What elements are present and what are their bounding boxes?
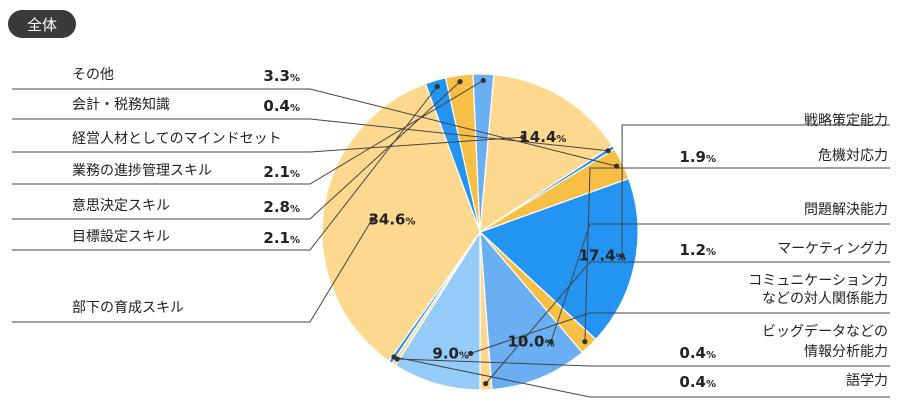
slice-percent-label: 17.4% [579, 247, 626, 265]
slice-category-label: 意思決定スキル [72, 197, 170, 214]
leader-dot [520, 134, 526, 140]
slice-percent-label: 1.2% [679, 241, 716, 259]
leader-line [470, 312, 890, 354]
percent-unit: % [706, 379, 716, 390]
slice-percent-label: 1.9% [679, 148, 716, 166]
slice-percent-label: 0.4% [263, 97, 300, 115]
percent-unit: % [459, 350, 469, 361]
slice-percent-label: 2.1% [263, 163, 300, 181]
slice-percent-label: 0.4% [679, 373, 716, 391]
leader-line [12, 88, 617, 167]
leader-line [393, 356, 890, 398]
slice-percent-label: 34.6% [368, 211, 415, 229]
leader-dot [582, 339, 588, 345]
leader-dot [619, 253, 625, 259]
slice-category-label: 経営人材としてのマインドセット [72, 131, 282, 147]
slice-category-label: 目標設定スキル [72, 229, 170, 245]
leader-line [12, 219, 373, 323]
leader-line [12, 79, 484, 185]
leader-line [584, 167, 890, 342]
pie-slice [394, 229, 481, 391]
percent-unit: % [544, 339, 554, 350]
leader-line [621, 124, 890, 256]
leader-line [12, 118, 609, 152]
slice-labels: 17.4% 戦略策定能力 1.9% 危機対応力 10.0% 問題解決能力 1.2% マーケティ… [72, 67, 888, 391]
leader-line [12, 81, 461, 220]
leader-dot [434, 83, 440, 90]
pie-slice [478, 177, 639, 341]
leader-dot [548, 339, 554, 345]
slice-percent-label: 2.1% [263, 229, 300, 247]
percent-unit: % [290, 73, 300, 84]
chart-title: 全体 [27, 16, 57, 34]
leader-dot [391, 354, 397, 360]
slice-category-label: マーケティング力 [777, 241, 888, 257]
title-badge: 全体 [8, 10, 76, 38]
percent-unit: % [290, 103, 300, 114]
title-badge-background [8, 10, 76, 38]
pie-slice [479, 73, 614, 234]
slice-category-label: 問題解決能力 [804, 202, 888, 218]
slice-category-label: 危機対応力 [818, 148, 888, 164]
percent-unit: % [290, 235, 300, 246]
slice-category-label: 語学力 [846, 373, 888, 389]
slice-percent-label: 2.8% [263, 198, 300, 216]
slice-category-label: その他 [72, 67, 114, 83]
leader-dot [483, 381, 489, 387]
slice-category-label: 業務の進捗管理スキル [72, 163, 212, 179]
pie-slice [479, 230, 584, 391]
leader-dot [480, 77, 486, 83]
percent-unit: % [290, 169, 300, 180]
slice-category-label: 戦略策定能力 [804, 112, 888, 129]
slice-category-label: 部下の育成スキル [72, 300, 184, 316]
percent-unit: % [706, 350, 716, 361]
slice-percent-label: 0.4% [679, 344, 716, 362]
leader-line [550, 223, 890, 342]
leader-line [397, 358, 890, 367]
pie-slices [321, 73, 639, 391]
slice-percent-label: 10.0% [507, 333, 554, 351]
leader-dot [369, 216, 375, 223]
leader-dot [468, 350, 474, 356]
leader-lines [12, 77, 890, 398]
slice-category-label: コミュニケーション力などの対人関係能力 [748, 273, 888, 307]
slice-category-label: 会計・税務知識 [72, 96, 170, 113]
percent-unit: % [405, 217, 415, 228]
slice-category-label: ビッグデータなどの情報分析能力 [762, 323, 888, 360]
slice-percent-label: 14.4% [519, 128, 566, 146]
leader-dot [457, 79, 463, 85]
leader-dot [614, 163, 620, 169]
leader-line [12, 136, 523, 153]
slice-percent-label: 3.3% [263, 67, 300, 85]
leader-dot [605, 148, 611, 154]
percent-unit: % [706, 154, 716, 165]
leader-line [485, 261, 890, 384]
percent-unit: % [290, 204, 300, 215]
percent-unit: % [616, 253, 626, 264]
percent-unit: % [556, 134, 566, 145]
percent-unit: % [706, 247, 716, 258]
